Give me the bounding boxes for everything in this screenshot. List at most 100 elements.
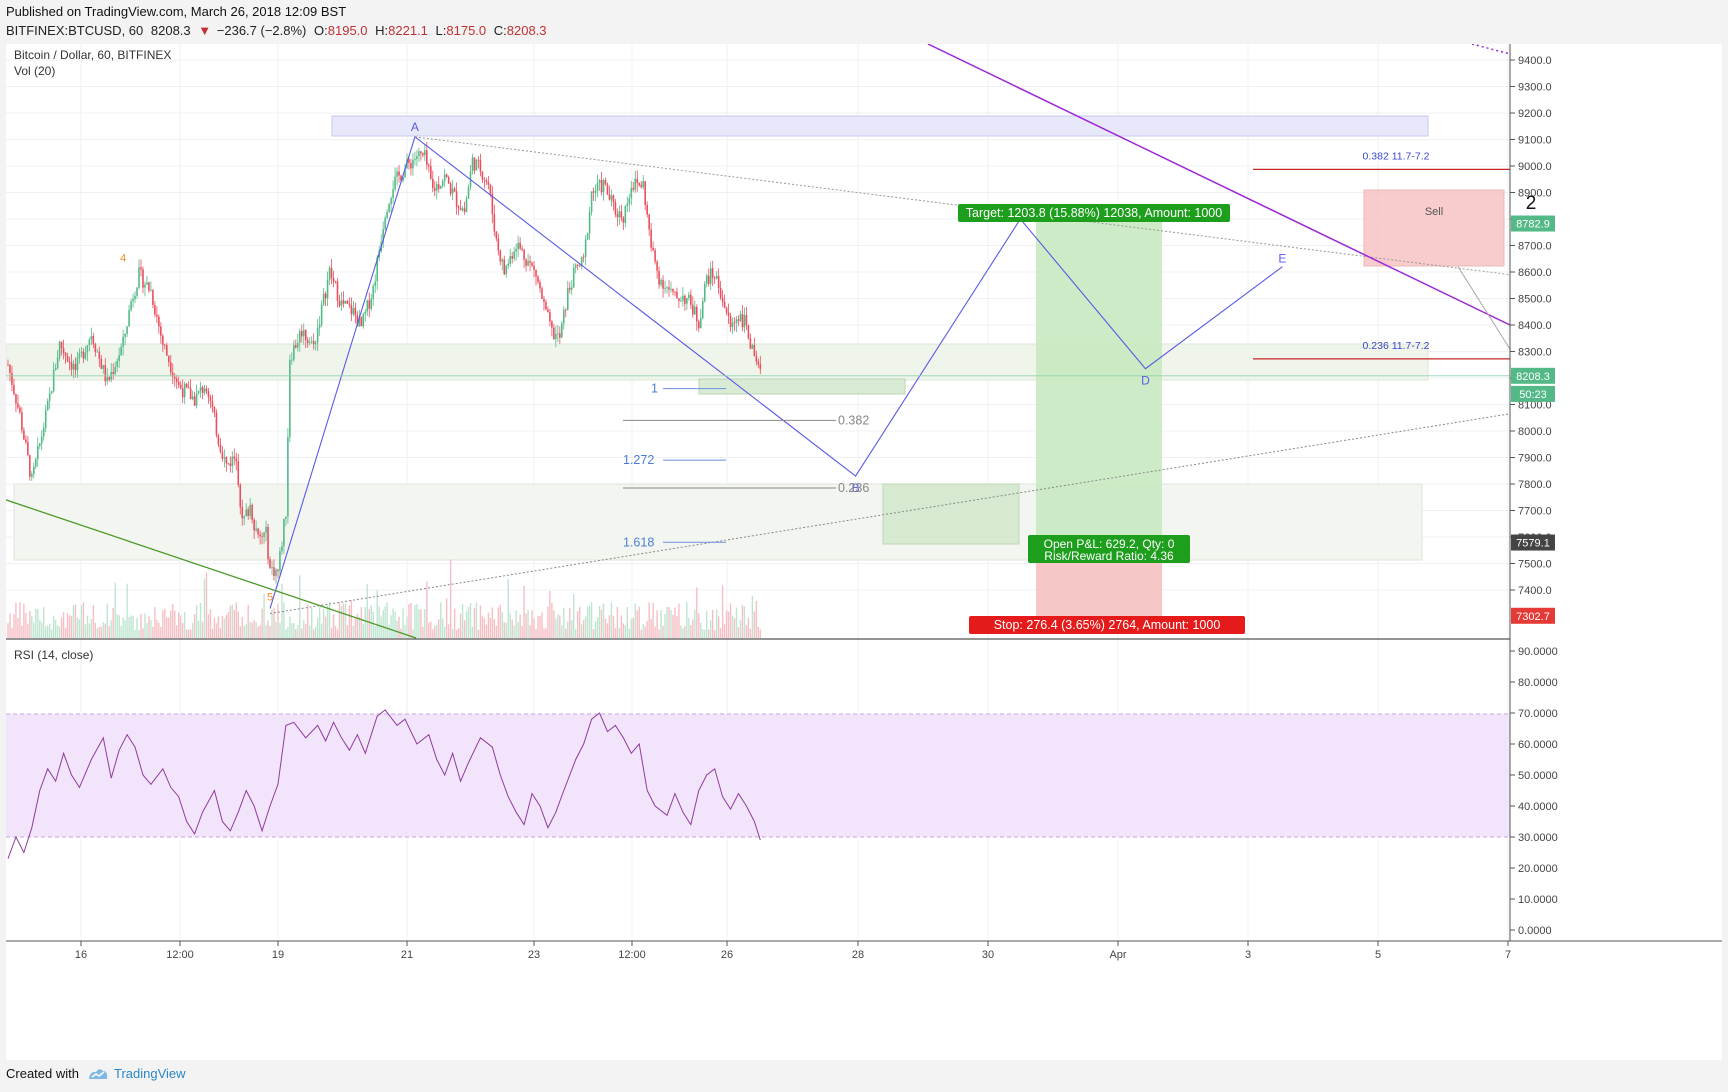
volume-bar [646, 621, 648, 638]
volume-bar [422, 626, 424, 638]
candle-body [304, 330, 307, 340]
stop-label-box[interactable]: Stop: 276.4 (3.65%) 2764, Amount: 1000 [969, 616, 1245, 634]
candle-body [473, 157, 476, 171]
volume-bar [438, 619, 440, 638]
volume-bar [495, 625, 498, 638]
rsi-title[interactable]: RSI (14, close) [14, 648, 93, 662]
volume-bar [251, 622, 253, 638]
candle-body [118, 355, 120, 362]
volume-bar [684, 626, 686, 638]
volume-bar [122, 617, 124, 638]
candle-body [523, 249, 525, 260]
stop-label: Stop: 276.4 (3.65%) 2764, Amount: 1000 [994, 618, 1221, 632]
candle-body [428, 164, 430, 167]
volume-bar [390, 615, 392, 638]
candle-body [259, 534, 261, 537]
volume-bar [74, 604, 77, 638]
volume-bar [29, 610, 31, 638]
volume-bar [537, 616, 539, 638]
candle-body [235, 458, 238, 462]
candle-body [749, 338, 752, 349]
candle-body [412, 160, 414, 169]
candle-body [88, 339, 91, 346]
volume-bar [515, 610, 517, 638]
volume-bar [694, 609, 696, 638]
price-axis[interactable] [1510, 44, 1722, 1060]
candle-body [40, 436, 43, 444]
candle-body [364, 311, 367, 315]
volume-bar [630, 619, 632, 638]
volume-bar [66, 613, 69, 638]
candle-body [618, 211, 621, 218]
volume-bar [414, 605, 416, 638]
price-tag-box [1511, 215, 1555, 232]
candle-body [566, 288, 569, 311]
candle-body [255, 528, 257, 531]
volume-bar [189, 629, 192, 638]
candle-body [422, 153, 424, 156]
volume-bar [723, 623, 726, 638]
volume-bar [21, 625, 23, 638]
candle-body [326, 280, 329, 299]
volume-bar [76, 617, 79, 638]
price-tick-label: 9400.0 [1518, 55, 1552, 67]
volume-bar [348, 605, 351, 638]
volume-bar [124, 620, 126, 638]
volume-bar [662, 625, 664, 638]
fib-level-label: 1.272 [623, 453, 654, 467]
volume-bar [467, 606, 470, 638]
price-tick-label: 7500.0 [1518, 559, 1552, 571]
volume-bar [39, 619, 41, 638]
tradingview-link[interactable]: TradingView [87, 1066, 186, 1081]
position-profit-area[interactable] [1036, 219, 1162, 541]
candle-body [342, 300, 345, 304]
symbol-line: BITFINEX:BTCUSD, 60 8208.3 ▼ −236.7 (−2.… [6, 23, 551, 38]
volume-bar [199, 602, 202, 638]
volume-bar [634, 603, 636, 638]
volume-bar [747, 617, 750, 638]
volume-bar [120, 626, 122, 638]
close-value: 8208.3 [506, 23, 547, 38]
candle-body [74, 363, 77, 371]
candle-body [578, 265, 581, 267]
time-tick-label: 30 [982, 949, 994, 961]
target-label-box[interactable]: Target: 1203.8 (15.88%) 12038, Amount: 1… [958, 204, 1230, 222]
sell-box[interactable] [1363, 189, 1505, 267]
symbol[interactable]: BITFINEX:BTCUSD, 60 [6, 23, 144, 38]
volume-bar [178, 612, 180, 638]
fib-level-label: 0.382 [838, 413, 869, 427]
volume-bar [156, 619, 158, 638]
candle-body [356, 315, 359, 327]
volume-bar [70, 616, 73, 638]
volume-indicator-label[interactable]: Vol (20) [14, 64, 55, 78]
volume-bar [416, 604, 418, 638]
volume-bar [735, 607, 738, 638]
candle-body [318, 324, 321, 328]
volume-bar [17, 618, 19, 638]
candle-body [725, 307, 728, 313]
candle-body [430, 166, 432, 179]
time-axis-ticks[interactable]: 16 12:00 19 21 23 12:00 26 28 30 Apr 3 5 7 [75, 941, 1511, 961]
volume-bar [680, 625, 682, 638]
volume-bar [150, 620, 152, 638]
volume-bar [320, 623, 323, 638]
candle-body [239, 484, 242, 508]
volume-bar [318, 606, 321, 638]
volume-bar [193, 614, 196, 638]
candle-body [68, 361, 71, 363]
pnl-label-box[interactable]: Open P&L: 629.2, Qty: 0 Risk/Reward Rati… [1028, 535, 1190, 563]
candle-body [644, 181, 646, 206]
volume-bar [134, 629, 136, 638]
volume-bar [535, 629, 537, 638]
volume-bar [571, 620, 573, 638]
volume-bar [128, 617, 130, 638]
candle-body [660, 279, 662, 285]
candle-body [694, 306, 696, 315]
volume-bar [640, 629, 642, 638]
volume-bar [580, 624, 583, 638]
rsi-tick-label: 10.0000 [1518, 894, 1558, 906]
rsi-tick-label: 90.0000 [1518, 646, 1558, 658]
volume-bar [428, 622, 430, 638]
